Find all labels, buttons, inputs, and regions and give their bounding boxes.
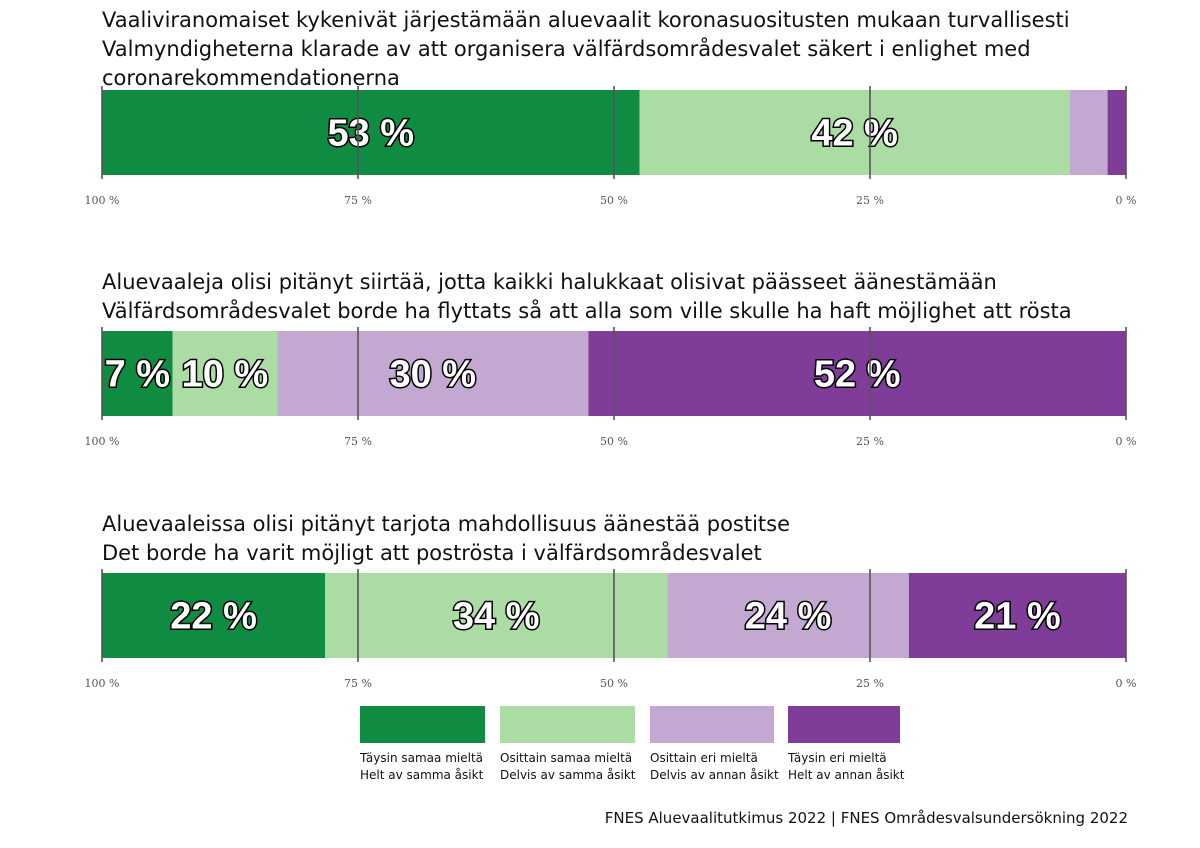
question-title-line: Vaaliviranomaiset kykenivät järjestämään… [102,8,1070,32]
question-title-line: coronarekommendationerna [102,66,400,90]
axis-tick-label: 50 % [600,194,628,207]
axis-tick-label: 0 % [1116,194,1137,207]
source-note: FNES Aluevaalitutkimus 2022 | FNES Områd… [605,809,1128,827]
axis-tick-label: 100 % [85,677,120,690]
axis-tick-label: 0 % [1116,435,1137,448]
legend-swatch [788,706,900,743]
bar-segment-4 [908,573,1126,658]
bar-segment-2 [639,90,1070,175]
question-title-line: Valmyndigheterna klarade av att organise… [102,36,1031,61]
axis-tick-label: 50 % [600,435,628,448]
legend-label-sv: Helt av annan åsikt [788,768,905,782]
question-title-line: Det borde ha varit möjligt att poströsta… [102,540,762,565]
legend-swatch [500,706,635,743]
bar-segment-2 [172,331,278,416]
bar-segment-1 [102,90,640,175]
axis-tick-label: 0 % [1116,677,1137,690]
bar-segment-1 [102,331,173,416]
question-title-line: Aluevaaleja olisi pitänyt siirtää, jotta… [102,270,997,294]
legend-label-fi: Osittain eri mieltä [650,751,758,765]
axis-tick-label: 25 % [856,194,884,207]
question-title-line: Aluevaaleissa olisi pitänyt tarjota mahd… [102,512,790,536]
legend-swatch [360,706,485,743]
bar-segment-3 [277,331,589,416]
segment-value-label: 24 % [745,596,832,638]
axis-tick-label: 75 % [344,677,372,690]
bar-segment-3 [667,573,909,658]
axis-tick-label: 100 % [85,435,120,448]
legend-label-sv: Delvis av samma åsikt [500,768,636,782]
segment-value-label: 53 % [327,113,414,155]
bar-segment-4 [1107,90,1126,175]
segment-value-label: 52 % [814,354,901,396]
axis-tick-label: 25 % [856,435,884,448]
legend-label-sv: Helt av samma åsikt [360,768,484,782]
axis-tick-label: 100 % [85,194,120,207]
axis-tick-label: 25 % [856,677,884,690]
bar-segment-1 [102,573,326,658]
segment-value-label: 21 % [974,596,1061,638]
axis-tick-label: 75 % [344,194,372,207]
bar-segment-4 [588,331,1126,416]
legend-label-fi: Osittain samaa mieltä [500,751,632,765]
segment-value-label: 30 % [389,354,476,396]
legend-swatch [650,706,774,743]
question-title-line: Välfärdsområdesvalet borde ha flyttats s… [102,298,1072,323]
legend-label-fi: Täysin samaa mieltä [359,751,483,765]
segment-value-label: 10 % [182,354,269,396]
legend-label-fi: Täysin eri mieltä [787,751,887,765]
segment-value-label: 22 % [170,596,257,638]
axis-tick-label: 50 % [600,677,628,690]
segment-value-label: 42 % [811,113,898,155]
axis-tick-label: 75 % [344,435,372,448]
bar-segment-2 [325,573,668,658]
segment-value-label: 7 % [105,354,170,396]
segment-value-label: 34 % [453,596,540,638]
bar-segment-3 [1069,90,1108,175]
legend-label-sv: Delvis av annan åsikt [650,768,779,782]
